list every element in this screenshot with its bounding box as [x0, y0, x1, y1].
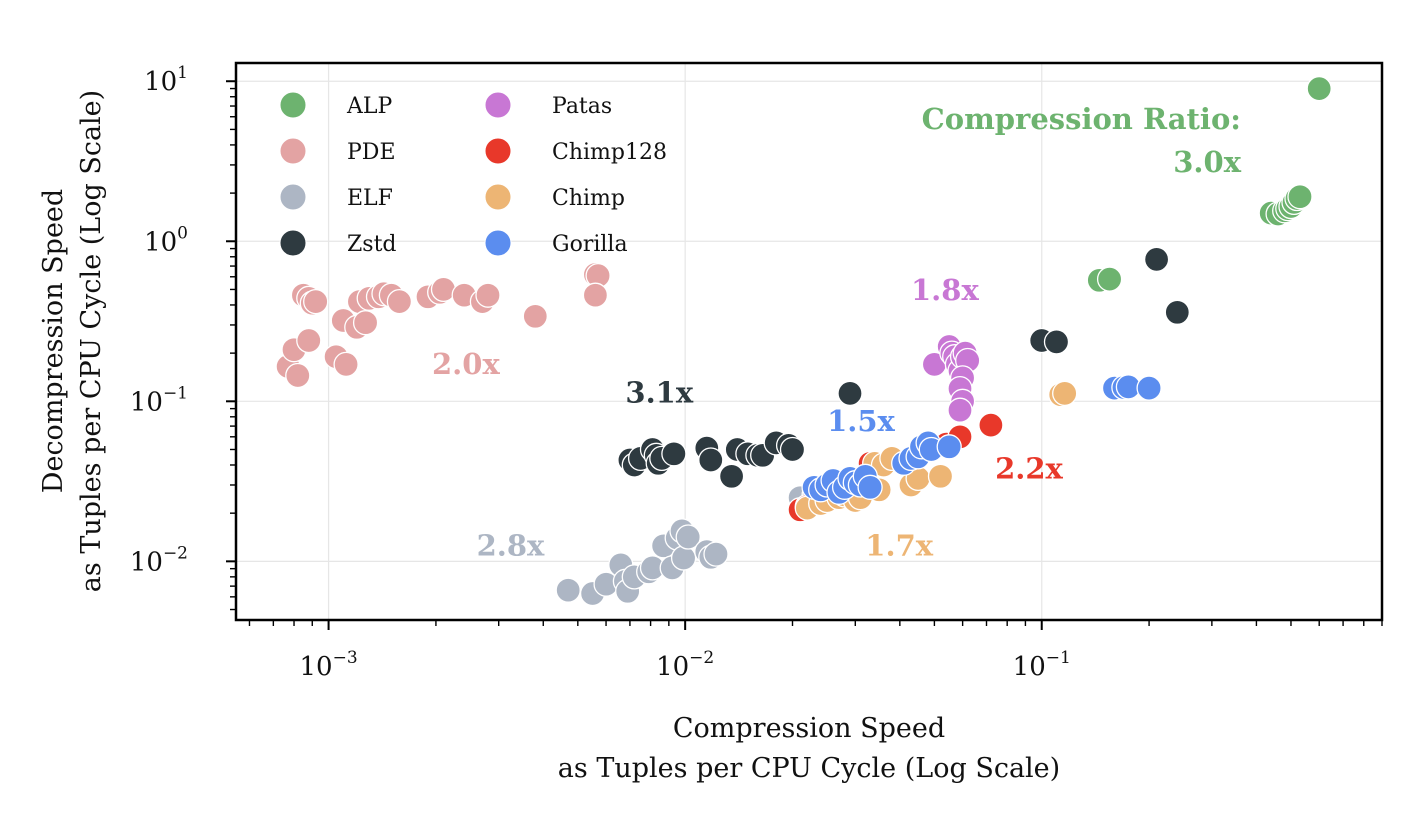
legend-marker-pde: [279, 137, 307, 165]
x-tick-label: 10−1: [1013, 648, 1071, 682]
y-tick-label: 10−1: [130, 383, 188, 417]
point-alp: [1306, 75, 1332, 102]
x-tick-label: 10−2: [656, 648, 714, 682]
point-zstd: [1164, 299, 1190, 325]
point-patas: [947, 397, 973, 423]
point-zstd: [718, 463, 745, 489]
legend: ALP PDE ELF Zstd Patas Chimp128 Chimp Gorilla: [279, 91, 667, 257]
point-alp: [1287, 184, 1313, 210]
ratio-label-patas: 1.8x: [911, 273, 979, 307]
legend-marker-zstd: [279, 229, 307, 257]
point-gorilla: [1136, 375, 1162, 401]
legend-label-gorilla: Gorilla: [552, 232, 628, 257]
point-chimp128: [978, 412, 1004, 438]
point-pde: [475, 282, 501, 308]
legend-marker-gorilla: [484, 229, 512, 257]
legend-label-chimp: Chimp: [552, 186, 625, 211]
ratio-label-pde: 2.0x: [432, 347, 500, 381]
legend-label-patas: Patas: [552, 94, 612, 119]
y-axis-label-line-1: Decompression Speed: [38, 189, 69, 493]
ratio-label-chimp: 1.7x: [865, 528, 933, 562]
ratio-heading: Compression Ratio:: [922, 102, 1241, 136]
axis-ticks: [226, 80, 1383, 630]
x-tick-label: 10−3: [300, 648, 358, 682]
y-tick-label: 10−2: [130, 543, 188, 577]
y-axis-label-line-2: as Tuples per CPU Cycle (Log Scale): [76, 90, 107, 592]
point-elf: [703, 541, 729, 567]
legend-marker-alp: [279, 91, 307, 119]
point-zstd: [1143, 246, 1170, 273]
point-pde: [582, 282, 609, 308]
point-pde: [296, 327, 322, 354]
legend-marker-chimp128: [484, 137, 512, 165]
point-gorilla: [936, 434, 962, 460]
ratio-label-gorilla: 1.5x: [827, 404, 895, 438]
point-zstd: [1043, 329, 1070, 355]
point-pde: [285, 362, 311, 389]
data-points: [275, 75, 1332, 607]
point-chimp: [1052, 380, 1078, 407]
ratio-labels: 3.0x 2.0x 2.8x 3.1x 1.8x 2.2x 1.7x 1.5x: [432, 145, 1242, 562]
legend-label-elf: ELF: [347, 186, 393, 211]
point-zstd: [779, 436, 806, 463]
point-pde: [386, 288, 413, 315]
ratio-label-elf: 2.8x: [477, 528, 545, 562]
tick-labels: 10−3 10−2 10−1 101 100 10−1 10−2: [130, 63, 1071, 682]
legend-label-alp: ALP: [346, 94, 392, 119]
point-pde: [352, 310, 379, 336]
point-zstd: [698, 447, 724, 473]
plot-frame: [234, 61, 1384, 622]
point-zstd: [837, 380, 863, 407]
legend-marker-patas: [484, 91, 512, 119]
point-elf: [670, 545, 697, 571]
point-zstd: [661, 441, 687, 467]
point-elf: [675, 524, 701, 550]
legend-marker-elf: [279, 183, 307, 211]
x-axis-label-line-2: as Tuples per CPU Cycle (Log Scale): [558, 753, 1060, 784]
point-alp: [1096, 266, 1123, 292]
point-gorilla: [857, 474, 883, 500]
point-elf: [555, 577, 581, 603]
legend-label-zstd: Zstd: [347, 232, 397, 257]
point-chimp: [927, 463, 954, 489]
point-pde: [522, 303, 548, 329]
legend-marker-chimp: [484, 183, 512, 211]
legend-label-pde: PDE: [347, 140, 396, 165]
y-tick-label: 100: [144, 223, 188, 257]
y-tick-label: 101: [144, 63, 188, 97]
point-pde: [303, 288, 329, 315]
legend-label-chimp128: Chimp128: [552, 140, 667, 165]
ratio-label-chimp128: 2.2x: [995, 451, 1063, 485]
point-pde: [333, 351, 359, 378]
ratio-label-zstd: 3.1x: [625, 376, 693, 410]
x-axis-label-line-1: Compression Speed: [673, 713, 945, 744]
ratio-label-alp: 3.0x: [1173, 145, 1241, 179]
